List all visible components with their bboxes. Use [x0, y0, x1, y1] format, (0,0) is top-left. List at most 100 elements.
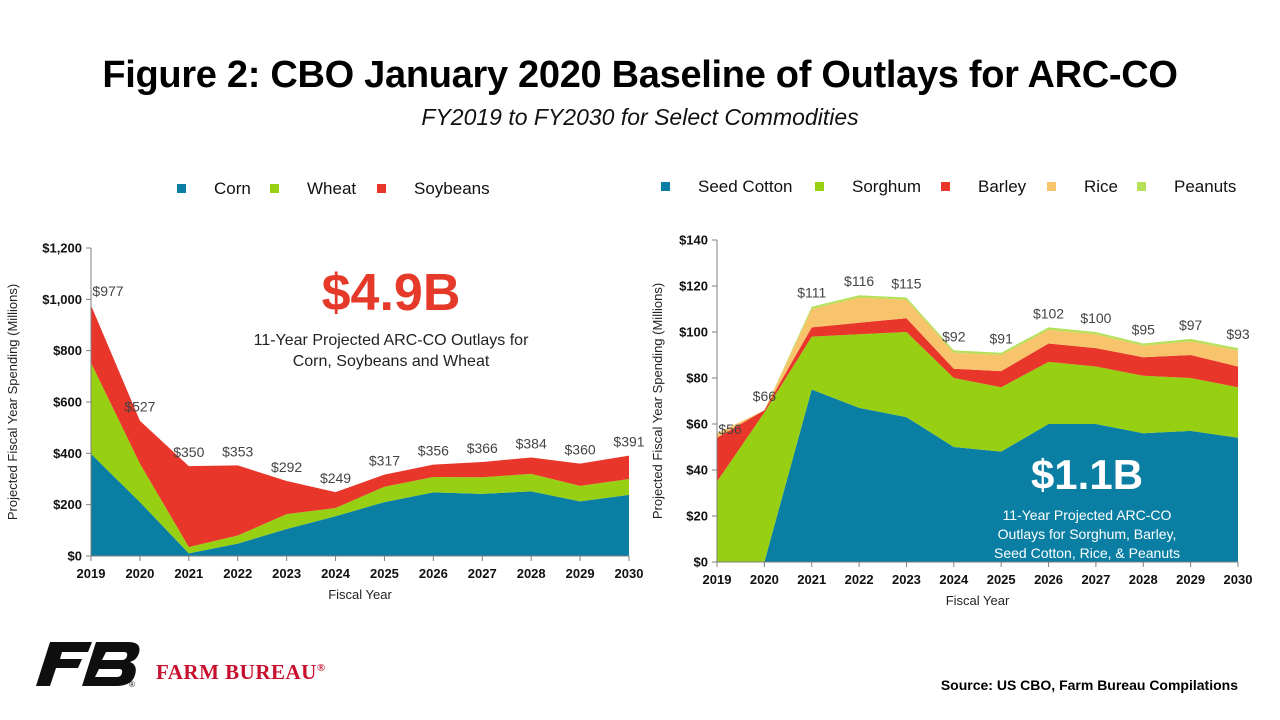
y-tick-label: $80	[686, 371, 708, 386]
y-axis-title: Projected Fiscal Year Spending (Millions…	[5, 284, 20, 520]
legend-label: Peanuts	[1174, 177, 1236, 196]
data-label-total: $360	[565, 442, 596, 458]
x-tick-label: 2021	[174, 566, 203, 581]
area-rice	[717, 297, 1238, 438]
y-tick-label: $100	[679, 325, 708, 340]
data-label-total: $100	[1080, 310, 1111, 326]
legend-swatch-soybeans	[377, 184, 386, 193]
svg-text:®: ®	[129, 680, 135, 688]
source-note: Source: US CBO, Farm Bureau Compilations	[940, 677, 1238, 693]
x-tick-label: 2020	[750, 572, 779, 587]
area-barley	[717, 318, 1238, 482]
x-tick-label: 2029	[566, 566, 595, 581]
area-sorghum	[717, 332, 1238, 562]
y-tick-label: $200	[53, 497, 82, 512]
chart-cotton-sorghum-barley-rice-peanuts: $0 $20 $40 $60 $80 $100 $120 $140 2019 2020 2021 20…	[650, 177, 1253, 608]
x-tick-label: 2029	[1176, 572, 1205, 587]
x-tick-label: 2027	[468, 566, 497, 581]
data-label-total: $66	[753, 388, 777, 404]
data-label-total: $292	[271, 459, 302, 475]
callout-total: $1.1B	[1031, 451, 1143, 498]
x-axis-title: Fiscal Year	[328, 587, 392, 602]
data-label-total: $353	[222, 443, 253, 459]
x-tick-label: 2019	[703, 572, 732, 587]
legend-label: Corn	[214, 179, 251, 198]
x-tick-label: 2021	[797, 572, 826, 587]
x-tick-label: 2019	[77, 566, 106, 581]
data-label-total: $93	[1226, 326, 1250, 342]
legend-swatch-rice	[1047, 182, 1056, 191]
y-tick-label: $60	[686, 417, 708, 432]
x-tick-label: 2030	[615, 566, 644, 581]
x-tick-label: 2025	[987, 572, 1016, 587]
callout-text: Corn, Soybeans and Wheat	[293, 353, 490, 370]
callout-text: 11-Year Projected ARC-CO	[1003, 507, 1172, 523]
y-tick-label: $800	[53, 343, 82, 358]
legend-label: Rice	[1084, 177, 1118, 196]
x-tick-label: 2028	[1129, 572, 1158, 587]
x-axis-title: Fiscal Year	[946, 593, 1010, 608]
legend-label: Soybeans	[414, 179, 490, 198]
x-tick-label: 2027	[1081, 572, 1110, 587]
data-label-total: $527	[124, 399, 155, 415]
legend-swatch-sorghum	[815, 182, 824, 191]
x-tick-label: 2030	[1224, 572, 1253, 587]
data-label-total: $391	[613, 434, 644, 450]
farm-bureau-logo: ®	[36, 642, 140, 688]
chart-corn-wheat-soybeans: $0 $200 $400 $600 $800 $1,000 $1,200 2019 2020 20…	[5, 179, 645, 602]
x-tick-label: 2023	[892, 572, 921, 587]
legend-swatch-barley	[941, 182, 950, 191]
data-label-total: $356	[418, 443, 449, 459]
x-tick-label: 2020	[125, 566, 154, 581]
data-label-total: $92	[942, 328, 966, 344]
legend-swatch-peanuts	[1137, 182, 1146, 191]
data-label-total: $249	[320, 470, 351, 486]
page-subtitle: FY2019 to FY2030 for Select Commodities	[421, 104, 859, 130]
area-corn	[91, 453, 629, 556]
legend-swatch-seed-cotton	[661, 182, 670, 191]
data-label-total: $977	[92, 283, 123, 299]
x-tick-label: 2026	[419, 566, 448, 581]
y-axis-title: Projected Fiscal Year Spending (Millions…	[650, 283, 665, 519]
legend-label: Wheat	[307, 179, 356, 198]
callout-text: Seed Cotton, Rice, & Peanuts	[994, 545, 1180, 561]
data-label-total: $366	[467, 440, 498, 456]
y-tick-label: $120	[679, 279, 708, 294]
y-tick-label: $1,000	[42, 292, 82, 307]
org-reg-mark: ®	[316, 662, 326, 674]
data-label-total: $111	[797, 285, 826, 301]
x-tick-label: 2024	[939, 572, 969, 587]
data-label-total: $91	[990, 331, 1014, 347]
area-soybeans	[91, 305, 629, 548]
data-label-total: $317	[369, 453, 400, 469]
page-title: Figure 2: CBO January 2020 Baseline of O…	[102, 54, 1178, 96]
data-label-total: $350	[173, 444, 204, 460]
org-name: FARM BUREAU®	[156, 660, 326, 685]
data-label-total: $115	[891, 276, 921, 292]
data-label-total: $102	[1033, 305, 1064, 321]
data-label-total: $95	[1132, 322, 1156, 338]
org-name-text: FARM BUREAU	[156, 660, 317, 684]
legend-label: Barley	[978, 177, 1027, 196]
x-tick-label: 2025	[370, 566, 399, 581]
y-tick-label: $0	[68, 549, 82, 564]
y-tick-label: $20	[686, 509, 708, 524]
data-label-total: $56	[718, 421, 742, 437]
legend-label: Sorghum	[852, 177, 921, 196]
data-label-total: $384	[516, 435, 547, 451]
x-tick-label: 2028	[517, 566, 546, 581]
callout-text: 11-Year Projected ARC-CO Outlays for	[254, 332, 529, 349]
y-tick-label: $40	[686, 463, 708, 478]
area-seed-cotton	[717, 389, 1238, 562]
y-tick-label: $0	[694, 555, 708, 570]
legend-label: Seed Cotton	[698, 177, 793, 196]
callout-text: Outlays for Sorghum, Barley,	[998, 526, 1177, 542]
x-tick-label: 2022	[223, 566, 252, 581]
legend-swatch-wheat	[270, 184, 279, 193]
data-label-total: $97	[1179, 317, 1203, 333]
y-tick-label: $400	[53, 446, 82, 461]
x-tick-label: 2024	[321, 566, 351, 581]
x-tick-label: 2022	[845, 572, 874, 587]
data-label-total: $116	[844, 273, 874, 289]
callout-total: $4.9B	[322, 264, 461, 322]
